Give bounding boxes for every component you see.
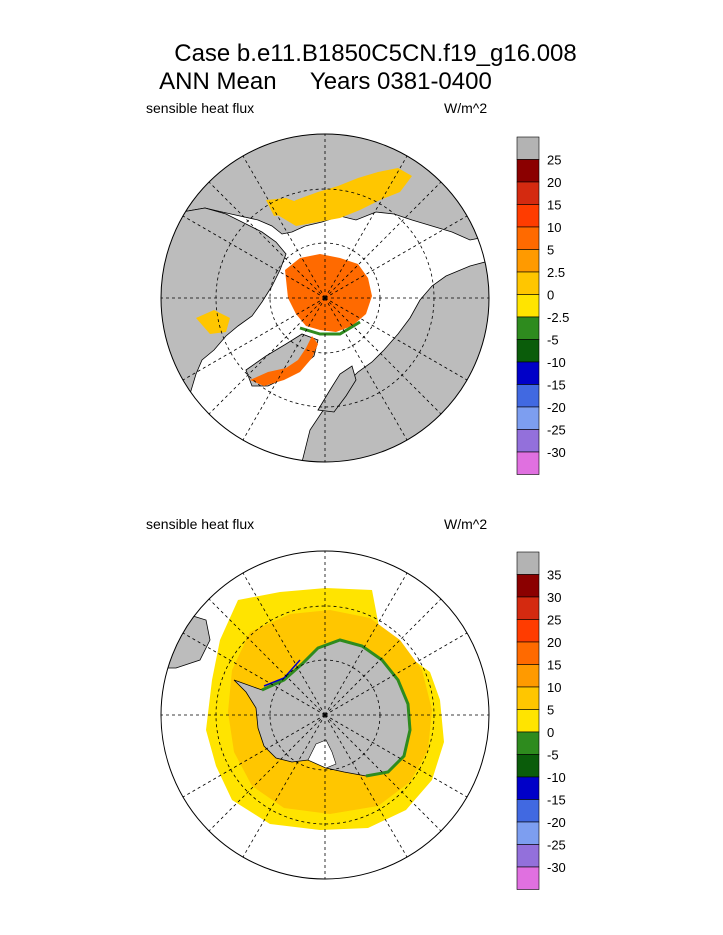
north-colorbar-swatch (516, 384, 540, 408)
south-colorbar-tick-label: -15 (547, 793, 566, 808)
north-land-north-america (161, 207, 287, 421)
south-ross-shelf (307, 739, 337, 769)
subtitle: ANN Mean Years 0381-0400 (0, 68, 687, 96)
north-colorbar-swatch (516, 271, 540, 295)
north-units-label: W/m^2 (444, 100, 488, 116)
south-colorbar-tick-label: 5 (547, 703, 554, 718)
north-flux-hudson (196, 310, 230, 334)
south-graticule (161, 551, 489, 879)
south-colorbar-tick-label: 10 (547, 680, 561, 695)
south-colorbar-swatch (516, 776, 540, 800)
north-colorbar-swatch (516, 406, 540, 430)
south-colorbar-tick-label: -25 (547, 838, 566, 853)
case-title: Case b.e11.B1850C5CN.f19_g16.008 (174, 40, 577, 67)
south-colorbar-tick-label: 25 (547, 613, 561, 628)
north-map-border (160, 133, 490, 463)
north-colorbar-swatch (516, 204, 540, 228)
south-colorbar-tick-label: -10 (547, 770, 566, 785)
south-colorbar-swatch (516, 821, 540, 845)
south-colorbar-tick-label: -20 (547, 815, 566, 830)
north-colorbar-swatch (516, 136, 540, 160)
south-colorbar-swatch (516, 799, 540, 823)
north-flux-siberian-shelf (276, 168, 412, 226)
south-colorbar-swatch (516, 551, 540, 575)
south-colorbar-swatch (516, 596, 540, 620)
south-units-label: W/m^2 (444, 516, 488, 532)
north-colorbar-tick-label: 2.5 (547, 265, 565, 280)
north-colorbar: 25 20 15 10 5 2.5 0 -2.5 -5 -10 -15 -20 -25 -30 (516, 136, 569, 475)
south-colorbar-swatch (516, 619, 540, 643)
years-label: Years 0381-0400 (309, 68, 492, 95)
south-colorbar: 35 30 25 20 15 10 5 0 -5 -10 -15 -20 -25 -30 (516, 551, 566, 890)
north-colorbar-tick-label: -25 (547, 423, 566, 438)
north-colorbar-tick-label: -2.5 (547, 310, 569, 325)
south-colorbar-tick-label: 30 (547, 590, 561, 605)
south-colorbar-swatch (516, 664, 540, 688)
north-flux-arctic-ocean (285, 254, 372, 332)
north-colorbar-tick-label: 0 (547, 288, 554, 303)
south-map-border (160, 550, 490, 880)
north-colorbar-tick-label: -5 (547, 333, 559, 348)
south-colorbar-tick-label: -5 (547, 748, 559, 763)
north-colorbar-swatch (516, 159, 540, 183)
north-colorbar-swatch (516, 316, 540, 340)
north-flux-labrador (250, 336, 318, 386)
south-field-label: sensible heat flux (146, 516, 255, 532)
north-land-greenland (245, 333, 319, 387)
north-colorbar-swatch (516, 294, 540, 318)
south-colorbar-swatch (516, 754, 540, 778)
south-colorbar-swatch (516, 844, 540, 868)
south-colorbar-swatch (516, 709, 540, 733)
north-colorbar-tick-label: 10 (547, 220, 561, 235)
north-land-eurasia (161, 134, 489, 241)
north-colorbar-tick-label: -10 (547, 355, 566, 370)
north-colorbar-swatch (516, 451, 540, 475)
north-colorbar-tick-label: -30 (547, 445, 566, 460)
north-colorbar-tick-label: -20 (547, 400, 566, 415)
mean-label: ANN Mean (159, 68, 277, 95)
north-colorbar-swatch (516, 249, 540, 273)
south-colorbar-tick-label: 35 (547, 568, 561, 583)
north-land-scandinavia (317, 365, 357, 413)
south-colorbar-tick-label: 15 (547, 658, 561, 673)
north-colorbar-tick-label: 5 (547, 243, 554, 258)
south-colorbar-swatch (516, 641, 540, 665)
south-colorbar-swatch (516, 574, 540, 598)
north-colorbar-tick-label: -15 (547, 378, 566, 393)
north-field-label: sensible heat flux (146, 100, 255, 116)
north-colorbar-swatch (516, 429, 540, 453)
south-colorbar-tick-label: -30 (547, 860, 566, 875)
south-flux-coastal-green (261, 638, 412, 778)
north-colorbar-swatch (516, 181, 540, 205)
north-colorbar-swatch (516, 339, 540, 363)
south-colorbar-tick-label: 0 (547, 725, 554, 740)
north-graticule (161, 134, 489, 462)
north-colorbar-swatch (516, 226, 540, 250)
north-colorbar-swatch (516, 361, 540, 385)
north-colorbar-tick-label: 25 (547, 153, 561, 168)
north-flux-coastal-green (299, 320, 361, 336)
south-colorbar-swatch (516, 731, 540, 755)
south-colorbar-swatch (516, 686, 540, 710)
south-colorbar-tick-label: 20 (547, 635, 561, 650)
north-colorbar-tick-label: 15 (547, 198, 561, 213)
north-colorbar-tick-label: 20 (547, 175, 561, 190)
south-colorbar-swatch (516, 866, 540, 890)
north-flux-bering-shelf (266, 198, 302, 216)
